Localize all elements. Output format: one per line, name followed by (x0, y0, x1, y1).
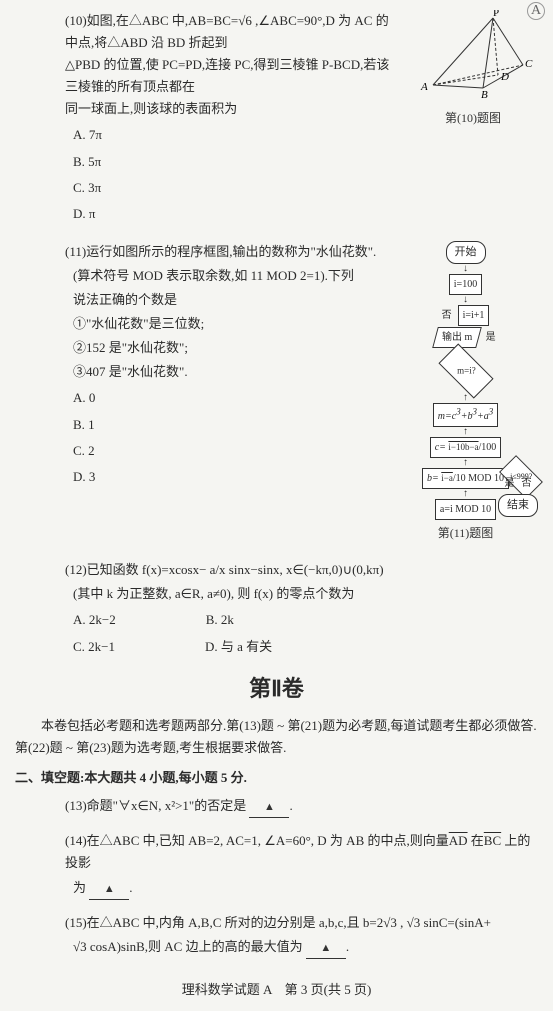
arrow-icon: ↑ (463, 428, 468, 436)
q14-tail: . (129, 880, 132, 895)
arrow-icon: ↑ (463, 459, 468, 467)
question-11: 开始 ↓ i=100 ↓ 否 i=i+1 输出 m 是 m=i? ↑ m=c3+… (15, 241, 538, 547)
section-2-title: 第Ⅱ卷 (15, 670, 538, 707)
q14-line1: 在△ABC 中,已知 AB=2, AC=1, ∠A=60°, D 为 AB 的中… (65, 833, 530, 870)
question-15: (15)在△ABC 中,内角 A,B,C 所对的边分别是 a,b,c,且 b=2… (15, 912, 538, 959)
q12-choice-b: B. 2k (206, 609, 234, 631)
flow-c: c= i−10b−a/100 (430, 437, 502, 458)
flow-b: b= i−a/10 MOD 10 (422, 468, 509, 489)
q10-choice-d: D. π (73, 203, 538, 225)
question-12: (12)已知函数 f(x)=xcosx− a/x sinx−sinx, x∈(−… (15, 559, 538, 657)
q10-choice-c: C. 3π (73, 177, 538, 199)
q12-choice-a: A. 2k−2 (73, 609, 116, 631)
label-C: C (525, 58, 533, 70)
arrow-icon: ↑ (463, 490, 468, 498)
q14-blank (89, 877, 129, 900)
figure-q11: 开始 ↓ i=100 ↓ 否 i=i+1 输出 m 是 m=i? ↑ m=c3+… (393, 241, 538, 543)
label-P: P (493, 10, 499, 19)
q10-choice-b: B. 5π (73, 151, 538, 173)
label-A: A (420, 81, 428, 93)
q15-tail: . (346, 939, 349, 954)
flow-init: i=100 (449, 274, 482, 295)
q15-line2: √3 cosA)sinB,则 AC 边上的高的最大值为 (73, 939, 303, 954)
flow-inc: i=i+1 (458, 305, 490, 326)
label-B: B (481, 89, 488, 100)
flow-a: a=i MOD 10 (435, 499, 496, 520)
q15-blank (306, 936, 346, 959)
arrow-icon: ↑ (463, 394, 468, 402)
figure-q10-caption: 第(10)题图 (408, 108, 538, 128)
q12-line1: 已知函数 f(x)=xcosx− a/x sinx−sinx, x∈(−kπ,0… (87, 562, 384, 577)
question-13: (13)命题"∀x∈N, x²>1"的否定是 . (15, 795, 538, 818)
q12-num: (12) (65, 562, 87, 577)
flow-yes-label: 是 (486, 329, 496, 346)
arrow-icon: ↓ (463, 265, 468, 273)
q11-num: (11) (65, 244, 86, 259)
q10-num: (10) (65, 13, 87, 28)
flow-end: 结束 (498, 494, 538, 517)
q10-line1: 如图,在△ABC 中,AB=BC=√6 ,∠ABC=90°,D 为 AC 的中点… (65, 13, 389, 50)
label-D: D (500, 71, 509, 83)
q15-line1: 在△ABC 中,内角 A,B,C 所对的边分别是 a,b,c,且 b=2√3 ,… (87, 915, 491, 930)
flow-cond1: m=i? (438, 343, 493, 398)
page-footer: 理科数学试题 A 第 3 页(共 5 页) (15, 979, 538, 1001)
fill-heading: 二、填空题:本大题共 4 小题,每小题 5 分. (15, 767, 538, 789)
arrow-icon: ↓ (463, 296, 468, 304)
question-14: (14)在△ABC 中,已知 AB=2, AC=1, ∠A=60°, D 为 A… (15, 830, 538, 899)
q11-line1: 运行如图所示的程序框图,输出的数称为"水仙花数". (86, 244, 376, 259)
q10-line2: △PBD 的位置,使 PC=PD,连接 PC,得到三棱锥 P-BCD,若该三棱锥… (65, 57, 389, 94)
flow-m: m=c3+b3+a3 (433, 403, 498, 427)
figure-q11-caption: 第(11)题图 (393, 523, 538, 543)
q13-text: 命题"∀x∈N, x²>1"的否定是 (87, 798, 247, 813)
q14-num: (14) (65, 833, 87, 848)
section-2-intro: 本卷包括必考题和选考题两部分.第(13)题 ~ 第(21)题为必考题,每道试题考… (15, 715, 538, 759)
q13-tail: . (289, 798, 292, 813)
flow-no2: 否 (522, 478, 532, 489)
flow-no-label: 否 (442, 307, 452, 324)
q10-line3: 同一球面上,则该球的表面积为 (65, 101, 237, 116)
q12-choice-d: D. 与 a 有关 (205, 636, 272, 658)
q14-line2: 为 (73, 880, 86, 895)
q15-num: (15) (65, 915, 87, 930)
question-10: P A B C D 第(10)题图 (10)如图,在△ABC 中,AB=BC=√… (15, 10, 538, 229)
flow-yes2: 是 (505, 478, 515, 489)
q13-blank (249, 795, 289, 818)
flow-start: 开始 (446, 241, 486, 264)
q12-line2: (其中 k 为正整数, a∈R, a≠0), 则 f(x) 的零点个数为 (15, 583, 538, 605)
q13-num: (13) (65, 798, 87, 813)
q12-choice-c: C. 2k−1 (73, 636, 115, 658)
figure-q10: P A B C D 第(10)题图 (408, 10, 538, 129)
